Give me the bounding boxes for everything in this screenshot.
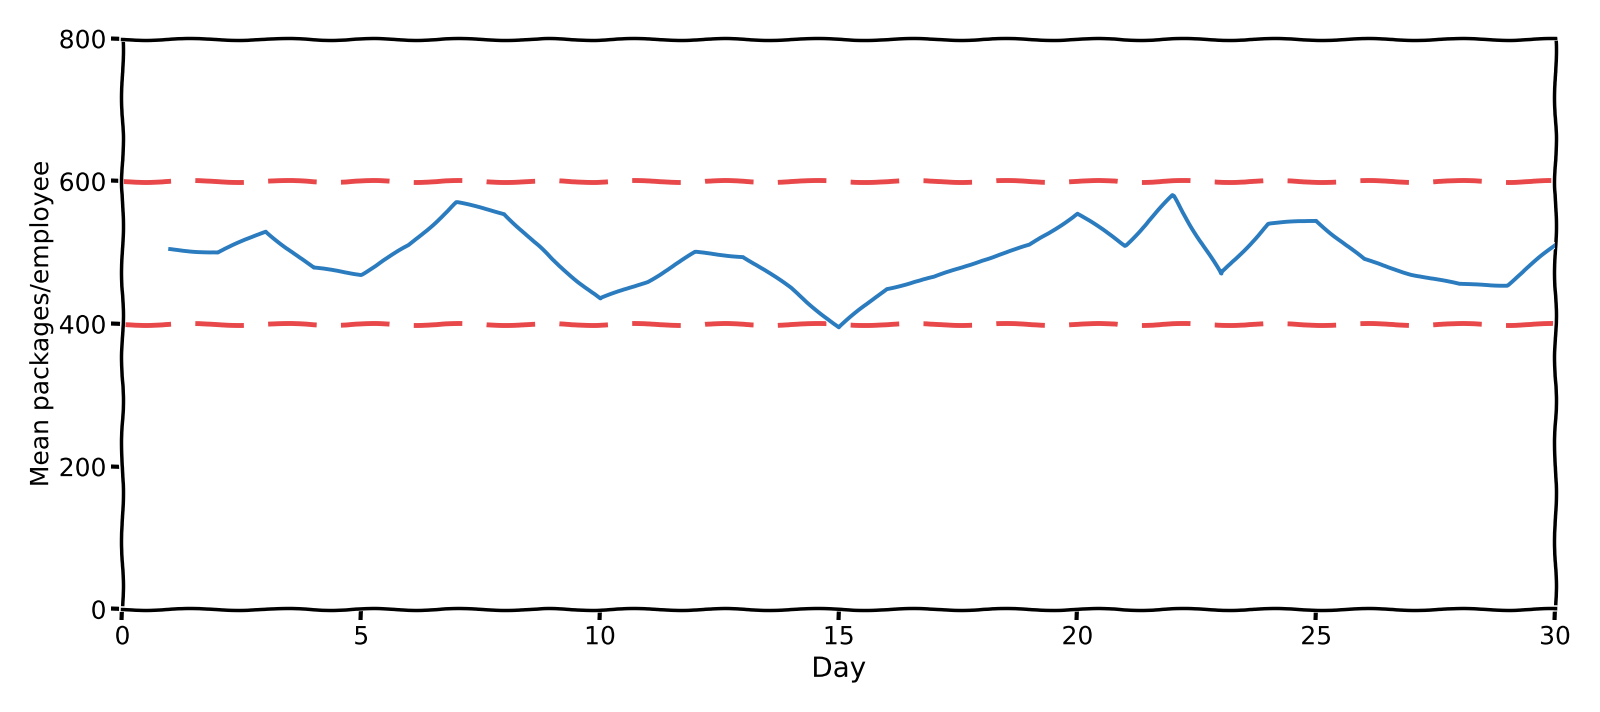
X-axis label: Day: Day — [811, 655, 866, 683]
Y-axis label: Mean packages/employee: Mean packages/employee — [29, 161, 53, 487]
